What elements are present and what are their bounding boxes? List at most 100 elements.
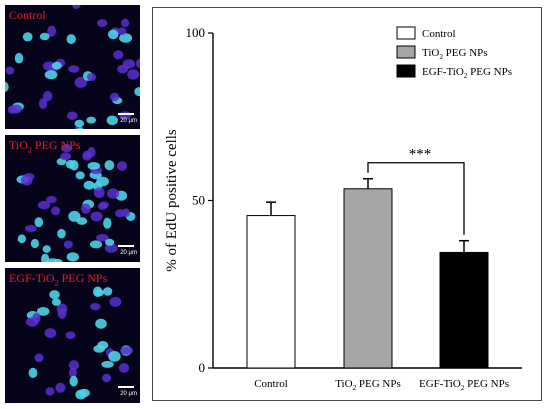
nucleus: [25, 225, 37, 232]
nucleus: [57, 308, 67, 319]
legend-label: Control: [422, 28, 456, 40]
nuclei-image: [5, 5, 140, 129]
nucleus: [5, 66, 15, 75]
nucleus: [30, 238, 39, 249]
nucleus: [108, 351, 121, 362]
nucleus: [34, 217, 44, 228]
nucleus: [20, 175, 33, 186]
nucleus: [109, 296, 122, 307]
y-tick-label: 0: [199, 360, 206, 375]
nucleus: [57, 228, 66, 239]
nucleus: [95, 318, 107, 329]
nucleus: [90, 211, 103, 222]
nucleus: [44, 328, 57, 339]
nucleus: [41, 253, 50, 262]
nucleus: [97, 202, 108, 210]
y-tick-label: 100: [186, 25, 206, 40]
nucleus: [103, 217, 112, 229]
nucleus: [93, 345, 105, 353]
nucleus: [104, 243, 118, 253]
nucleus: [36, 307, 50, 316]
nucleus: [43, 91, 53, 102]
nucleus: [113, 50, 124, 60]
nucleus: [66, 34, 76, 45]
nucleus: [86, 116, 96, 124]
nucleus: [120, 346, 133, 355]
nucleus: [134, 87, 140, 97]
nucleus: [121, 18, 130, 28]
bar: [343, 188, 393, 369]
nucleus: [103, 287, 113, 296]
nucleus: [38, 98, 48, 109]
nucleus: [96, 234, 109, 242]
nucleus: [76, 127, 84, 129]
microscopy-panel-control: Control 20 μm: [5, 5, 140, 129]
nucleus: [22, 32, 33, 42]
nucleus: [25, 317, 39, 327]
y-axis-label: % of EdU positive cells: [164, 129, 180, 272]
nucleus: [106, 115, 119, 126]
nucleus: [80, 203, 91, 214]
nucleus: [75, 171, 85, 180]
nucleus: [110, 92, 120, 102]
nucleus: [102, 373, 112, 383]
nucleus: [34, 353, 44, 363]
scale-bar: [118, 113, 134, 115]
nucleus: [118, 363, 130, 373]
scale-bar: [118, 245, 134, 247]
nucleus: [89, 240, 103, 249]
nucleus: [116, 161, 128, 171]
nucleus: [39, 32, 50, 41]
nucleus: [47, 25, 56, 37]
nucleus: [107, 188, 120, 199]
y-tick-label: 50: [192, 193, 205, 208]
nuclei-image: [5, 135, 140, 262]
panel-label: TiO2 PEG NPs: [9, 138, 81, 155]
scale-bar-label: 20 μm: [120, 118, 137, 124]
nucleus: [101, 360, 114, 368]
nucleus: [93, 286, 103, 298]
bar: [439, 251, 489, 369]
microscopy-panel-tio2: TiO2 PEG NPs 20 μm: [5, 135, 140, 262]
nucleus: [78, 388, 90, 398]
nucleus: [51, 298, 61, 306]
nucleus: [97, 19, 108, 28]
nucleus: [65, 331, 76, 339]
nucleus: [119, 33, 133, 43]
scale-bar-label: 20 μm: [120, 391, 137, 397]
legend-swatch: [396, 45, 416, 59]
nucleus: [44, 70, 58, 80]
nucleus: [51, 206, 61, 216]
nucleus: [68, 65, 80, 73]
nucleus: [93, 187, 105, 198]
nucleus: [67, 111, 78, 120]
nucleus: [7, 105, 17, 115]
legend-swatch: [396, 26, 416, 40]
microscopy-panel-egf-tio2: EGF-TiO2 PEG NPs 20 μm: [5, 268, 140, 403]
nucleus: [69, 375, 78, 387]
nucleus: [105, 238, 115, 246]
panel-label: EGF-TiO2 PEG NPs: [9, 271, 108, 288]
nucleus: [127, 69, 140, 80]
nucleus: [68, 210, 81, 222]
nucleus: [17, 234, 26, 244]
nucleus: [108, 29, 119, 40]
nucleus: [60, 152, 71, 161]
nucleus: [45, 387, 55, 396]
panel-label: Control: [9, 8, 46, 22]
legend-label: TiO2 PEG NPs: [422, 47, 488, 61]
nucleus: [83, 180, 95, 190]
x-tick-label: EGF-TiO2 PEG NPs: [419, 378, 509, 392]
significance-label: ***: [409, 147, 432, 163]
nucleus: [87, 72, 96, 82]
nucleus: [122, 59, 136, 69]
nucleus: [5, 81, 9, 93]
nucleus: [69, 160, 79, 171]
nucleus: [87, 162, 101, 170]
x-tick-label: TiO2 PEG NPs: [335, 378, 401, 392]
nucleus: [68, 367, 77, 378]
nucleus: [135, 58, 140, 69]
bar: [246, 215, 296, 369]
nucleus: [115, 209, 125, 218]
